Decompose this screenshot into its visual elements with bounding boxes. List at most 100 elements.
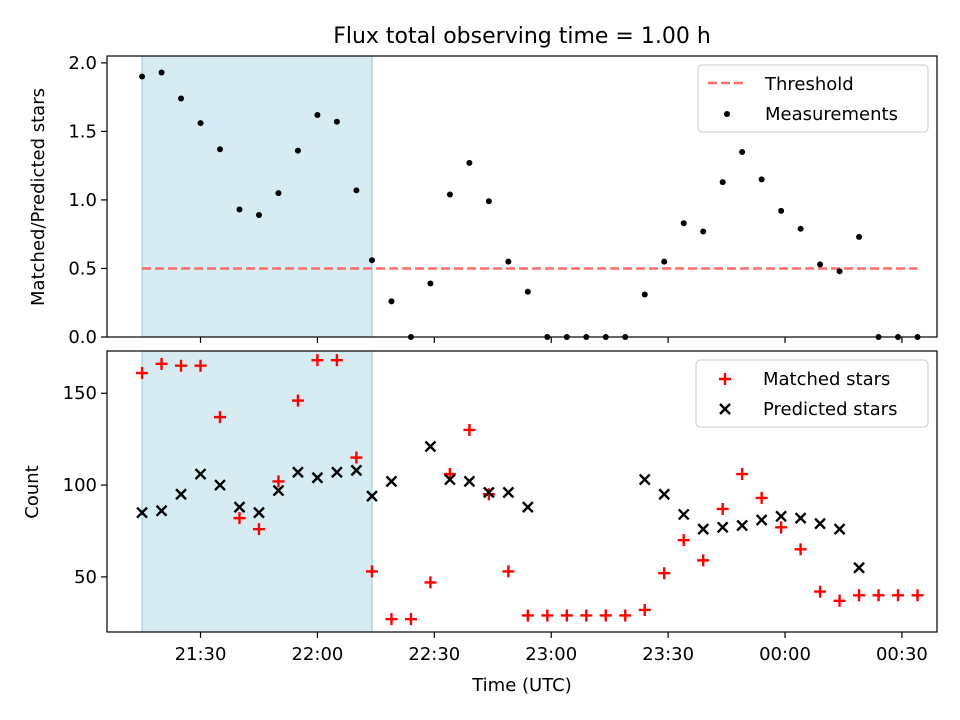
bottom-legend-box <box>695 359 929 428</box>
measurement-point <box>158 69 165 76</box>
matched-star-point <box>502 565 515 578</box>
matched-star-point <box>833 594 846 607</box>
predicted-star-point <box>736 519 749 532</box>
top-y-axis-label: Matched/Predicted stars <box>28 88 49 306</box>
predicted-star-point <box>366 490 378 502</box>
y-tick-label: 1.0 <box>68 190 97 211</box>
predicted-star-point <box>658 488 671 501</box>
matched-star-point <box>794 543 807 556</box>
predicted-star-point <box>292 466 304 479</box>
bottom-legend: Matched stars Predicted stars <box>695 359 929 428</box>
bottom-axes-frame <box>106 350 938 633</box>
matched-star-point <box>814 585 827 598</box>
legend-predicted-label: Predicted stars <box>763 399 897 420</box>
measurement-point <box>778 207 785 214</box>
measurement-point <box>427 280 434 287</box>
bottom-y-axis-label: Count <box>22 465 43 518</box>
predicted-star-point <box>833 523 846 535</box>
matched-star-point <box>911 589 924 602</box>
predicted-star-point <box>253 506 265 519</box>
measurement-point <box>739 148 746 155</box>
predicted-star-point <box>775 510 787 523</box>
measurement-point <box>466 159 473 166</box>
top-legend: Threshold Measurements <box>697 64 929 133</box>
measurement-point <box>505 258 512 265</box>
predicted-star-point <box>814 517 826 530</box>
x-tick-label: 00:30 <box>876 644 928 665</box>
matched-star-point <box>658 567 671 580</box>
bottom-marks <box>136 354 924 626</box>
predicted-star-point <box>502 486 515 499</box>
measurement-point <box>197 120 204 127</box>
y-tick-label: 100 <box>63 475 97 496</box>
predicted-star-point <box>331 466 343 479</box>
matched-star-point <box>755 491 768 504</box>
matched-star-point <box>892 589 905 602</box>
predicted-star-point <box>385 475 398 488</box>
measurement-point <box>388 298 395 305</box>
bottom-panel: 50 100 150 21:30 22:00 22:30 23:00 23:30 00:00 0… <box>22 350 938 696</box>
measurement-point <box>446 191 453 198</box>
measurement-point <box>485 198 492 205</box>
predicted-star-point <box>521 501 534 513</box>
matched-star-point <box>350 451 363 464</box>
matched-star-point <box>716 502 729 515</box>
matched-star-point <box>580 609 593 622</box>
predicted-star-point <box>853 561 865 574</box>
legend-matched-swatch <box>719 373 731 385</box>
matched-star-point <box>194 359 207 372</box>
legend-predicted-swatch <box>719 403 731 415</box>
y-tick-label: 150 <box>63 383 97 404</box>
matched-star-point <box>424 576 437 589</box>
measurement-point <box>139 73 146 80</box>
bottom-x-ticks: 21:30 22:00 22:30 23:00 23:30 00:00 00:30 <box>175 632 928 665</box>
matched-star-point <box>638 603 651 616</box>
predicted-star-point <box>194 468 207 480</box>
predicted-star-point <box>233 501 246 513</box>
matched-star-point <box>155 357 168 370</box>
predicted-star-point <box>697 523 710 535</box>
y-tick-label: 50 <box>74 567 97 588</box>
legend-measurements-swatch <box>724 111 730 117</box>
predicted-star-point <box>175 488 187 501</box>
matched-star-point <box>599 609 612 622</box>
measurement-point <box>368 257 375 264</box>
y-tick-label: 0.0 <box>68 327 97 348</box>
matched-star-point <box>272 475 285 488</box>
matched-star-point <box>365 565 378 578</box>
matched-star-point <box>330 354 343 367</box>
measurement-point <box>524 288 531 295</box>
predicted-star-point <box>483 486 495 499</box>
matched-star-point <box>385 613 398 626</box>
matched-star-point <box>291 394 304 407</box>
measurement-point <box>217 146 224 153</box>
predicted-star-point <box>463 475 476 488</box>
predicted-star-point <box>424 440 437 453</box>
predicted-star-point <box>794 512 807 524</box>
measurement-point <box>255 212 262 219</box>
legend-matched-label: Matched stars <box>763 369 890 390</box>
top-y-ticks: 0.0 0.5 1.0 1.5 2.0 <box>68 53 107 348</box>
measurement-point <box>680 220 687 227</box>
measurement-point <box>353 187 360 194</box>
x-tick-label: 22:30 <box>408 644 460 665</box>
matched-star-point <box>252 523 265 536</box>
measurement-point <box>641 291 648 298</box>
bottom-y-ticks: 50 100 150 <box>63 383 107 588</box>
predicted-star-point <box>716 521 729 534</box>
measurement-point <box>758 176 765 183</box>
measurement-point <box>314 111 321 118</box>
matched-star-point <box>853 589 866 602</box>
measurement-point <box>178 95 185 102</box>
matched-star-point <box>541 609 554 622</box>
top-x-ticks <box>199 337 903 343</box>
measurement-point <box>661 258 668 265</box>
predicted-star-point <box>677 508 690 521</box>
top-highlight-span <box>141 55 373 338</box>
top-legend-box <box>697 64 929 133</box>
matched-star-point <box>482 488 495 501</box>
predicted-star-point <box>214 479 226 491</box>
matched-star-point <box>233 512 246 525</box>
x-tick-label: 00:00 <box>759 644 811 665</box>
